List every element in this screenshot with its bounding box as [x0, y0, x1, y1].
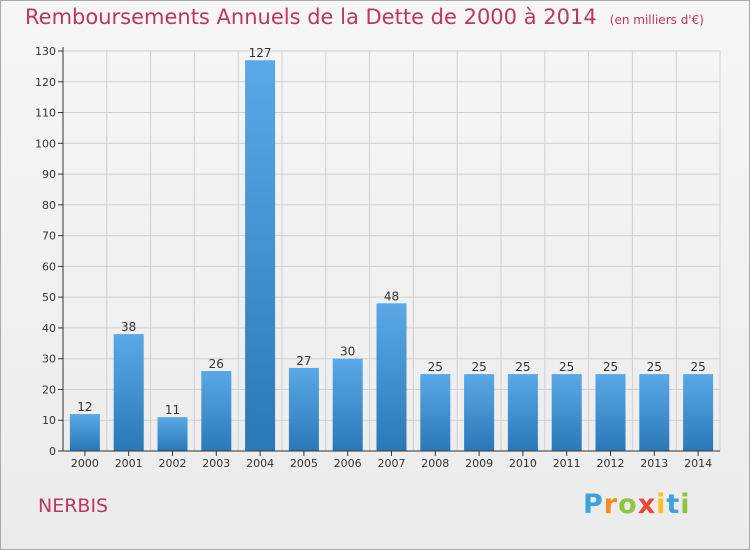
value-label-2013: 25: [647, 360, 662, 374]
chart-title: Remboursements Annuels de la Dette de 20…: [25, 5, 704, 29]
logo-letter: i: [656, 489, 667, 520]
bar-2002: [157, 417, 188, 451]
y-tick-label-110: 110: [35, 107, 56, 120]
x-tick-label-2010: 2010: [509, 457, 537, 470]
logo-letter: P: [583, 489, 604, 520]
x-tick-label-2009: 2009: [465, 457, 493, 470]
y-tick-label-90: 90: [42, 168, 56, 181]
x-tick-label-2004: 2004: [246, 457, 274, 470]
value-label-2002: 11: [165, 403, 180, 417]
x-tick-label-2007: 2007: [378, 457, 406, 470]
axes: 0 10 20 30 40 50 60 70 80 90 100 110 120 130 2000 2001 2…: [35, 45, 720, 470]
y-tick-label-40: 40: [42, 322, 56, 335]
value-labels: 12 38 11 26 127 27 30 48 25 25 25 25 25 25 25: [77, 46, 705, 417]
bar-2001: [113, 334, 144, 451]
value-label-2009: 25: [471, 360, 486, 374]
value-label-2010: 25: [515, 360, 530, 374]
value-label-2014: 25: [690, 360, 705, 374]
logo-letter: x: [637, 489, 657, 520]
x-tick-label-2013: 2013: [640, 457, 668, 470]
bar-2009: [464, 374, 495, 451]
y-tick-label-100: 100: [35, 137, 56, 150]
proxiti-logo: Proxiti: [583, 489, 691, 520]
x-tick-label-2001: 2001: [115, 457, 143, 470]
bar-2007: [376, 303, 407, 451]
bar-2004: [245, 60, 276, 451]
bars: [69, 60, 714, 451]
value-label-2007: 48: [384, 289, 399, 303]
value-label-2003: 26: [209, 357, 224, 371]
bar-2013: [639, 374, 670, 451]
bar-2014: [683, 374, 714, 451]
bar-2012: [595, 374, 626, 451]
x-tick-label-2012: 2012: [597, 457, 625, 470]
y-tick-label-0: 0: [49, 445, 56, 458]
y-tick-label-20: 20: [42, 383, 56, 396]
chart-unit-label: (en milliers d'€): [609, 13, 704, 27]
x-tick-label-2008: 2008: [421, 457, 449, 470]
x-tick-label-2005: 2005: [290, 457, 318, 470]
y-tick-label-50: 50: [42, 291, 56, 304]
y-tick-label-10: 10: [42, 414, 56, 427]
bar-2005: [288, 367, 319, 451]
bar-2006: [332, 358, 363, 451]
logo-letter: r: [603, 489, 619, 520]
logo-letter: o: [618, 489, 638, 520]
y-tick-label-30: 30: [42, 353, 56, 366]
bar-2008: [420, 374, 451, 451]
value-label-2008: 25: [428, 360, 443, 374]
y-tick-label-130: 130: [35, 45, 56, 58]
y-tick-label-120: 120: [35, 76, 56, 89]
x-tick-label-2014: 2014: [684, 457, 712, 470]
value-label-2001: 38: [121, 320, 136, 334]
value-label-2005: 27: [296, 354, 311, 368]
bar-2003: [201, 371, 232, 451]
bar-2000: [69, 414, 100, 451]
x-tick-label-2006: 2006: [334, 457, 362, 470]
commune-name: NERBIS: [38, 495, 109, 517]
x-tick-label-2003: 2003: [202, 457, 230, 470]
logo-letter: i: [680, 489, 691, 520]
chart-title-text: Remboursements Annuels de la Dette de 20…: [25, 5, 597, 29]
value-label-2004: 127: [249, 46, 272, 60]
x-tick-label-2000: 2000: [71, 457, 99, 470]
value-label-2012: 25: [603, 360, 618, 374]
bar-2011: [551, 374, 582, 451]
value-label-2011: 25: [559, 360, 574, 374]
x-tick-label-2002: 2002: [159, 457, 187, 470]
value-label-2006: 30: [340, 345, 355, 359]
y-tick-label-80: 80: [42, 199, 56, 212]
bar-2010: [507, 374, 538, 451]
value-label-2000: 12: [77, 400, 92, 414]
x-tick-label-2011: 2011: [553, 457, 581, 470]
y-tick-label-70: 70: [42, 230, 56, 243]
y-tick-label-60: 60: [42, 260, 56, 273]
logo-letter: t: [666, 489, 681, 520]
